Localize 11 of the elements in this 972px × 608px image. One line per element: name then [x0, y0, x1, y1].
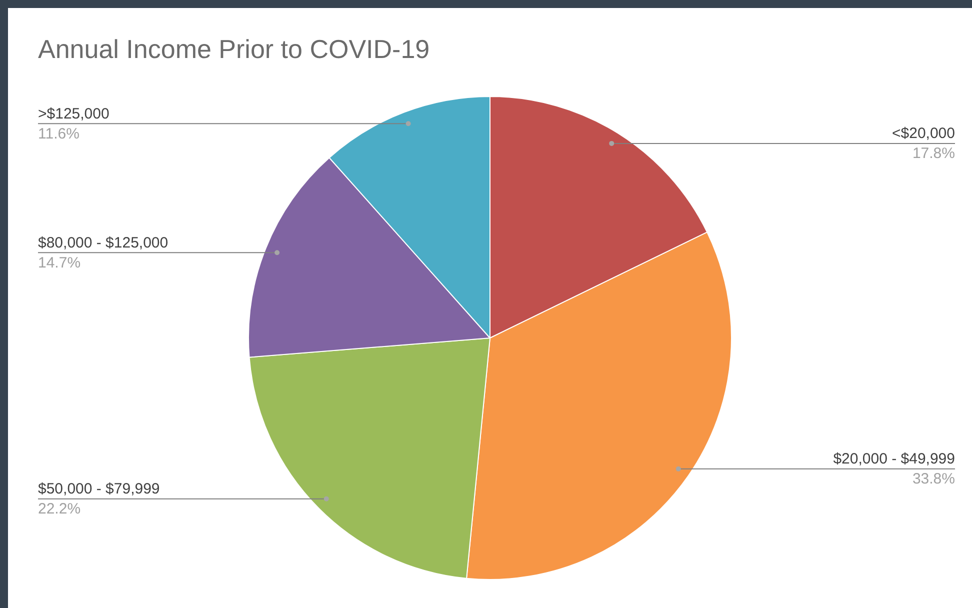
data-label: 17.8%: [912, 145, 955, 162]
slice-label: $50,000 - $79,999: [38, 480, 160, 498]
chart-title: Annual Income Prior to COVID-19: [38, 34, 430, 65]
slice-label: <$20,000: [892, 125, 955, 142]
slice-label: >$125,000: [38, 105, 110, 122]
data-label: 33.8%: [912, 470, 955, 488]
data-label: 22.2%: [38, 500, 81, 518]
slice-label: $80,000 - $125,000: [38, 234, 168, 252]
slice-label: $20,000 - $49,999: [833, 450, 955, 468]
data-label: 11.6%: [38, 125, 80, 142]
data-label: 14.7%: [38, 254, 81, 272]
